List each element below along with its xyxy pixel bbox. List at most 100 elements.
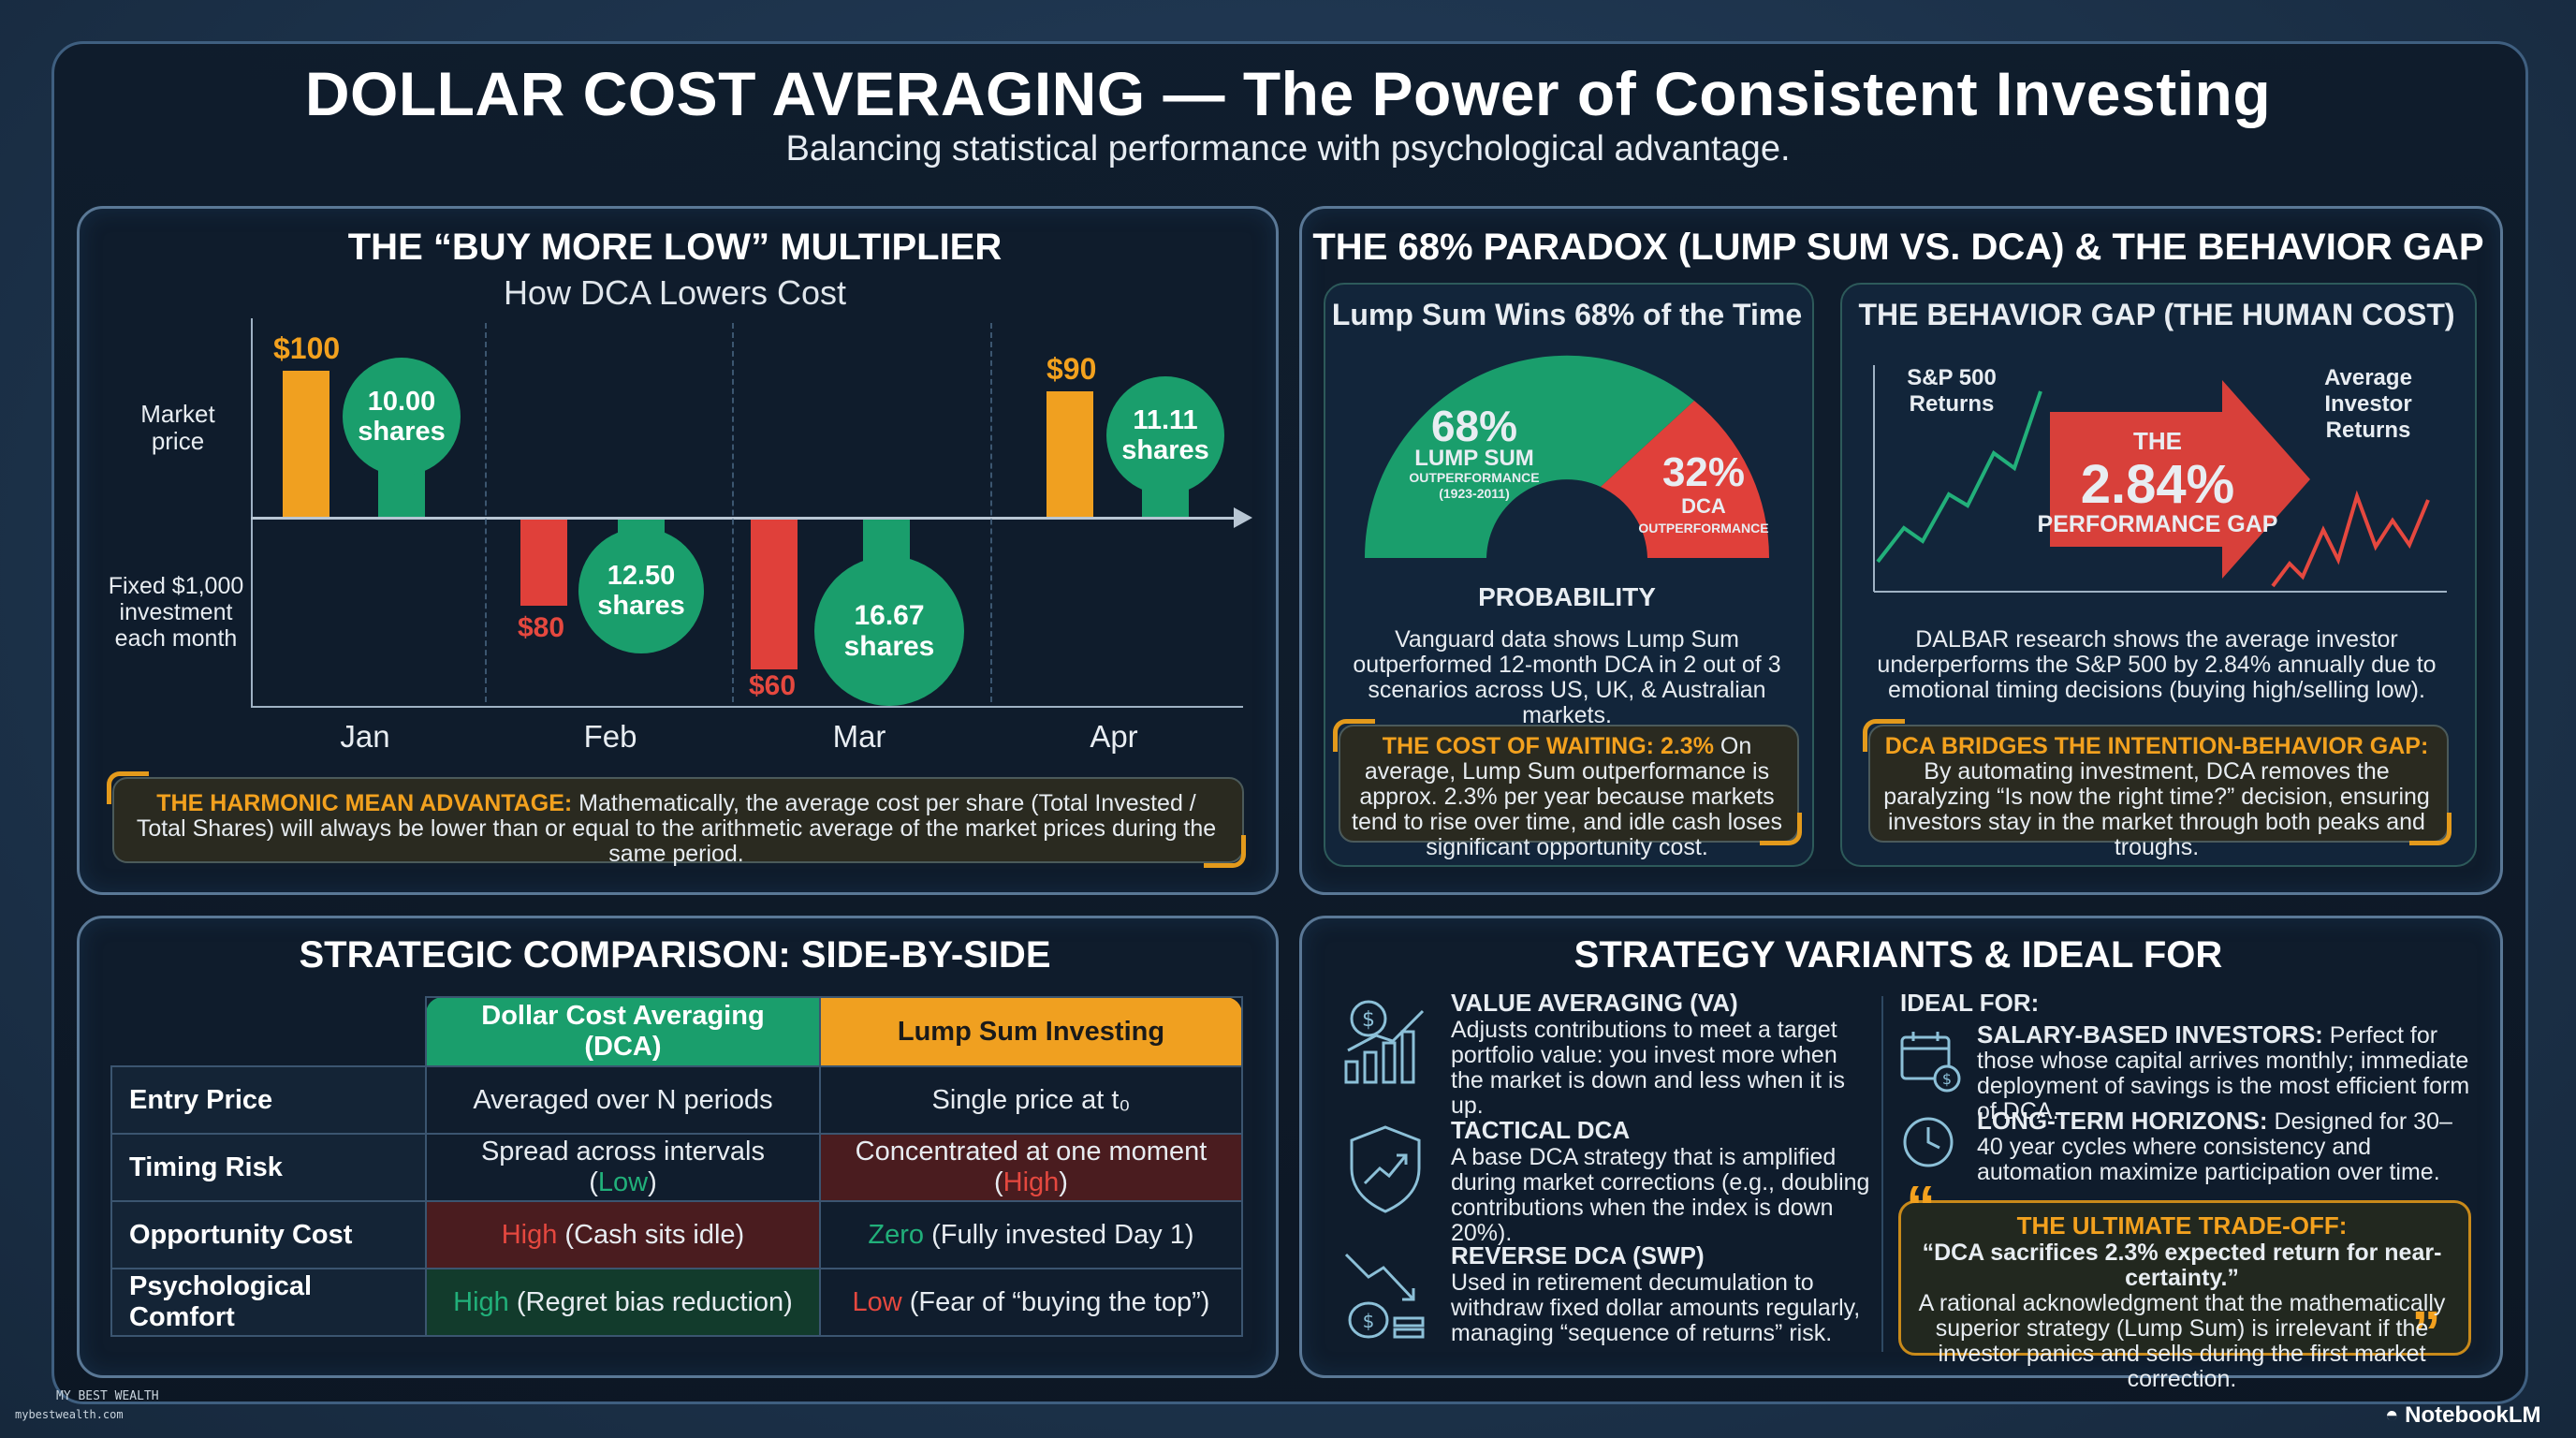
shares-label: 11.11 shares [1121,405,1209,465]
column-divider [1881,996,1883,1352]
dca-rating: Low [597,1167,649,1197]
harmonic-mean-text: THE HARMONIC MEAN ADVANTAGE: Mathematica… [131,791,1222,867]
svg-text:$: $ [1363,1310,1375,1332]
behavior-gap-chart [1873,365,2447,593]
dollar-growth-icon: $ [1344,1000,1425,1084]
table-row: Timing Risk Spread across intervals (Low… [110,1133,1244,1202]
ls-cell-text: Single price at t₀ [931,1084,1131,1115]
multiplier-subtitle: How DCA Lowers Cost [503,273,847,312]
dca-cell-text: Averaged over N periods [473,1084,773,1115]
comparison-title: STRATEGIC COMPARISON: SIDE-BY-SIDE [299,934,1051,976]
variant-body: A base DCA strategy that is amplified du… [1451,1144,1870,1246]
col-header-ls: Lump Sum Investing [818,996,1244,1067]
fixed-investment-label: Fixed $1,000 investment each month [108,573,244,652]
month-label: Feb [583,719,637,754]
month-label: Jan [340,719,390,754]
chart-divider [732,323,734,702]
variant-body: Adjusts contributions to meet a target p… [1451,1017,1846,1119]
shares-label: 10.00 shares [358,387,446,447]
variant-item: REVERSE DCA (SWP) Used in retirement dec… [1451,1241,1872,1346]
harmonic-mean-body: Mathematically, the average cost per sha… [136,790,1217,867]
probability-label: PROBABILITY [1478,582,1656,611]
variants-title: STRATEGY VARIANTS & IDEAL FOR [1573,934,2223,976]
shares-label: 12.50 shares [597,561,685,621]
row-label: Psychological Comfort [110,1268,427,1337]
ls-rating: High [1003,1167,1060,1197]
gap-the: THE [2133,427,2182,455]
cost-of-waiting-head: THE COST OF WAITING: 2.3% [1382,733,1714,759]
calendar-icon: $ [1900,1032,1961,1093]
comparison-table: Dollar Cost Averaging (DCA) Lump Sum Inv… [110,996,1244,1337]
vanguard-text: Vanguard data shows Lump Sum outperforme… [1353,626,1781,728]
brand-url: mybestwealth.com [15,1408,124,1421]
trade-off-quote-box [1898,1200,2471,1356]
bracket-icon [1760,813,1802,845]
variant-item: TACTICAL DCA A base DCA strategy that is… [1451,1116,1872,1246]
quote-close-icon: ” [2411,1299,2441,1366]
trade-off-quote: “DCA sacrifices 2.3% expected return for… [1922,1240,2442,1291]
investor-line [2271,490,2430,588]
price-bar [520,520,567,606]
intention-gap-body: By automating investment, DCA removes th… [1883,758,2430,860]
behavior-gap-title: THE BEHAVIOR GAP (THE HUMAN COST) [1858,298,2455,331]
dca-slice [1601,401,1769,558]
row-label: Entry Price [110,1065,427,1135]
lump-sum-pct: 68% [1430,402,1518,450]
trade-off-text: THE ULTIMATE TRADE-OFF: “DCA sacrifices … [1910,1211,2454,1392]
table-row: Entry Price Averaged over N periods Sing… [110,1065,1244,1135]
trade-off-body: A rational acknowledgment that the mathe… [1918,1290,2446,1392]
sp500-line [1876,390,2042,564]
ls-cell-text: (Fully invested Day 1) [924,1219,1194,1250]
multiplier-title: THE “BUY MORE LOW” MULTIPLIER [347,227,1003,268]
variant-body: Used in retirement decumulation to withd… [1451,1269,1861,1346]
gap-label: PERFORMANCE GAP [2037,511,2278,537]
lump-sum-small: OUTPERFORMANCE (1923-2011) [1409,470,1540,501]
price-label: $90 [1046,352,1097,386]
cost-of-waiting-text: THE COST OF WAITING: 2.3% On average, Lu… [1352,734,1782,860]
dca-cell-text: Spread across intervals ( [480,1137,765,1197]
ideal-item: SALARY-BASED INVESTORS: Perfect for thos… [1977,1022,2473,1124]
dca-cell: Averaged over N periods [425,1065,821,1135]
decline-money-icon: $ [1344,1253,1425,1339]
shares-circle: 10.00 shares [343,358,461,476]
month-label: Mar [832,719,886,754]
variant-item: VALUE AVERAGING (VA) Adjusts contributio… [1451,989,1872,1119]
clock-icon [1903,1117,1954,1167]
chart-y-axis [251,318,253,708]
ideal-head: LONG-TERM HORIZONS: [1977,1107,2268,1135]
ls-cell: Concentrated at one moment (High) [818,1133,1244,1202]
notebooklm-logo: ◓ NotebookLM [2385,1402,2540,1429]
ls-rating: Zero [868,1219,925,1250]
ideal-title: IDEAL FOR: [1900,989,2040,1017]
table-row: Opportunity Cost High (Cash sits idle) Z… [110,1200,1244,1269]
row-label: Opportunity Cost [110,1200,427,1269]
price-bar [1046,391,1093,517]
shield-chart-icon [1350,1125,1421,1213]
dca-small: OUTPERFORMANCE [1638,521,1769,536]
notebooklm-icon: ◓ [2385,1402,2399,1428]
brand-name: MY BEST WEALTH [56,1389,159,1403]
ls-rating: Low [852,1286,902,1317]
bracket-icon [107,771,149,804]
page-title: DOLLAR COST AVERAGING — The Power of Con… [304,59,2272,128]
shares-circle: 12.50 shares [578,528,704,653]
dca-cell: High (Cash sits idle) [425,1200,821,1269]
shares-circle: 16.67 shares [814,556,964,706]
bracket-icon [1863,719,1905,752]
harmonic-mean-callout [112,777,1244,863]
ls-cell-text: Concentrated at one moment ( [855,1137,1208,1197]
ls-cell: Low (Fear of “buying the top”) [818,1268,1244,1337]
harmonic-mean-head: THE HARMONIC MEAN ADVANTAGE: [156,790,573,816]
lump-sum-slice [1364,355,1694,558]
intention-gap-head: DCA BRIDGES THE INTENTION-BEHAVIOR GAP: [1884,733,2429,759]
price-label: $100 [273,331,341,365]
row-label: Timing Risk [110,1133,427,1202]
chart-x-axis [251,706,1243,708]
probability-gauge [1364,355,1769,558]
price-label: $60 [749,670,797,701]
trade-off-head: THE ULTIMATE TRADE-OFF: [2016,1211,2348,1240]
page-subtitle: Balancing statistical performance with p… [785,129,1791,169]
col-header-dca: Dollar Cost Averaging (DCA) [425,996,821,1067]
bracket-icon [2409,813,2452,845]
dca-pct: 32% [1661,449,1746,495]
